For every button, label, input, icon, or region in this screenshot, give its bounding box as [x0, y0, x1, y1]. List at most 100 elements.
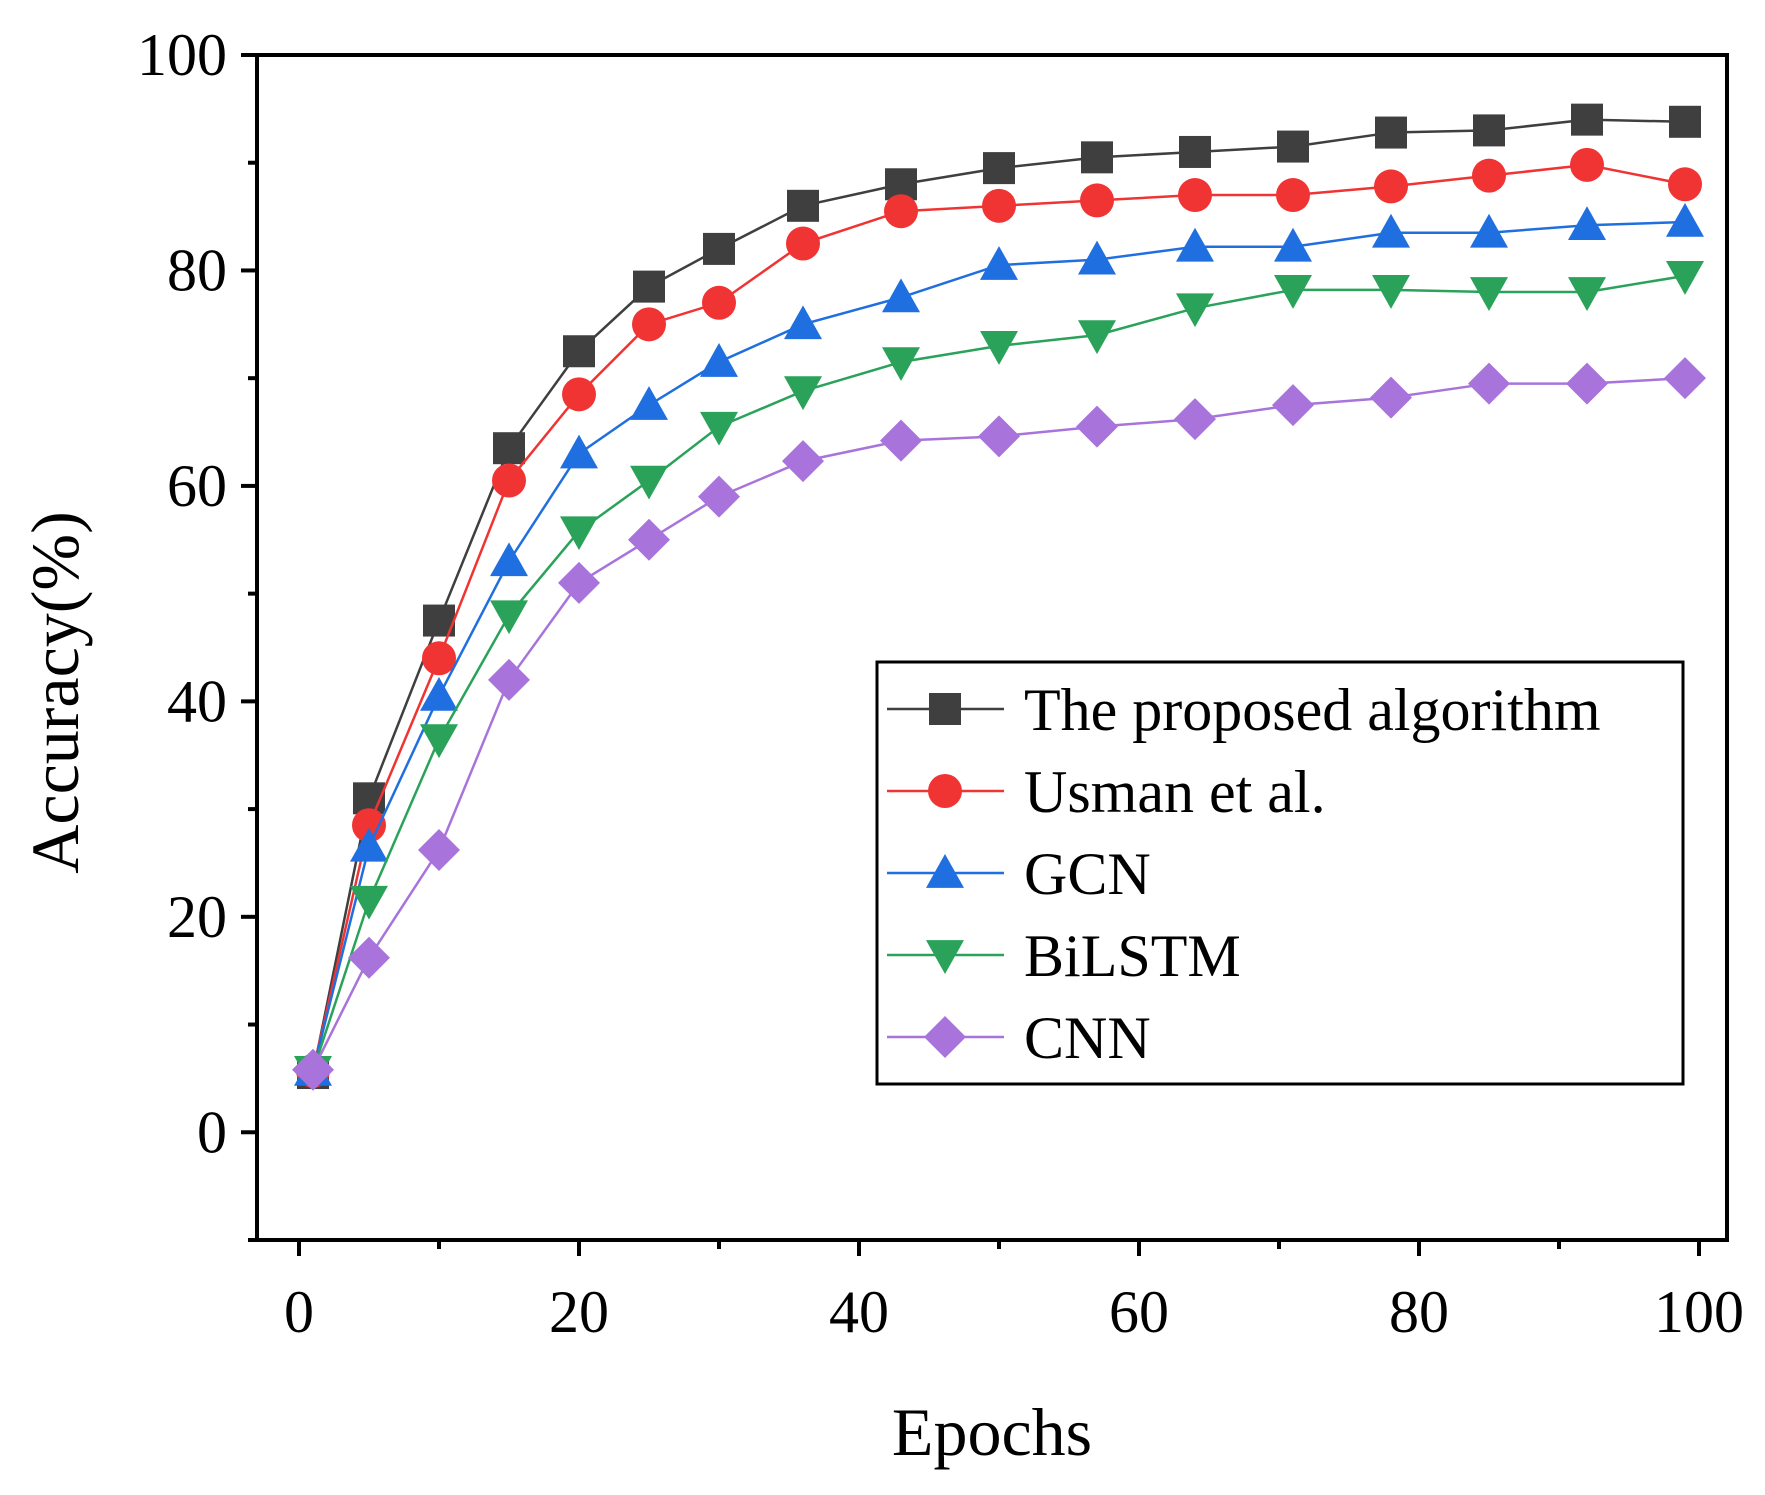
- data-point: [1472, 158, 1506, 193]
- data-point: [787, 189, 819, 222]
- legend-item: The proposed algorithm: [887, 677, 1601, 743]
- legend-label: GCN: [1024, 841, 1151, 907]
- legend-marker: [929, 693, 961, 725]
- data-point: [632, 307, 666, 342]
- legend-label: The proposed algorithm: [1024, 677, 1601, 743]
- data-point: [784, 376, 822, 411]
- data-point: [1179, 135, 1211, 168]
- legend-box: [875, 660, 1685, 1086]
- data-point: [978, 415, 1020, 458]
- data-point: [418, 829, 460, 872]
- legend-marker: [926, 940, 964, 974]
- data-point: [1176, 293, 1214, 328]
- data-point: [1669, 105, 1701, 138]
- data-point: [1370, 376, 1412, 419]
- data-point: [1568, 206, 1606, 241]
- legend-item: GCN: [887, 841, 1151, 907]
- data-point: [1372, 213, 1410, 248]
- data-point: [700, 411, 738, 446]
- data-point: [633, 270, 665, 303]
- legend-item: Usman et al.: [887, 759, 1326, 825]
- data-point: [1668, 167, 1702, 202]
- data-point: [563, 335, 595, 368]
- data-point: [1470, 213, 1508, 248]
- y-tick-label: 0: [197, 1099, 227, 1165]
- data-point: [698, 475, 740, 518]
- data-point: [700, 343, 738, 377]
- data-point: [1174, 398, 1216, 441]
- data-point: [1080, 183, 1114, 218]
- data-point: [1176, 227, 1214, 262]
- data-point: [1473, 114, 1505, 147]
- axes: 0 20 40 60 80 100 0 20 40 60 80 100: [137, 22, 1744, 1345]
- data-point: [884, 194, 918, 229]
- data-point: [350, 827, 388, 862]
- data-point: [1666, 202, 1704, 237]
- data-point: [493, 432, 525, 465]
- series-cnn: [292, 357, 1706, 1091]
- data-point: [628, 518, 670, 561]
- data-point: [980, 331, 1018, 365]
- data-point: [784, 305, 822, 340]
- data-point: [630, 465, 668, 500]
- legend-item: BiLSTM: [887, 923, 1241, 989]
- data-point: [1274, 275, 1312, 309]
- data-point: [420, 724, 458, 759]
- x-tick-label: 20: [549, 1279, 609, 1345]
- data-point: [292, 1048, 334, 1091]
- legend-item: CNN: [887, 1005, 1151, 1071]
- data-point: [1568, 277, 1606, 311]
- legend-label: CNN: [1024, 1005, 1151, 1071]
- x-axis-title: Epochs: [892, 1394, 1092, 1470]
- data-point: [1076, 405, 1118, 448]
- data-point: [1178, 178, 1212, 213]
- data-point: [560, 516, 598, 551]
- data-point: [490, 600, 528, 635]
- legend-marker: [928, 774, 962, 808]
- data-point: [782, 440, 824, 483]
- data-point: [1277, 130, 1309, 163]
- x-tick-label: 60: [1109, 1279, 1169, 1345]
- data-point: [558, 561, 600, 604]
- y-tick-label: 80: [167, 237, 227, 303]
- y-axis-title: Accuracy(%): [17, 511, 93, 873]
- legend-marker: [924, 1016, 966, 1058]
- data-point: [1570, 147, 1604, 182]
- x-tick-label: 100: [1654, 1279, 1744, 1345]
- y-tick-label: 100: [137, 22, 227, 88]
- data-point: [1276, 178, 1310, 213]
- legend-label: Usman et al.: [1024, 759, 1326, 825]
- data-point: [980, 246, 1018, 280]
- data-point: [630, 386, 668, 420]
- data-point: [1566, 362, 1608, 405]
- data-point: [352, 808, 386, 843]
- data-point: [1078, 240, 1116, 275]
- x-tick-label: 80: [1389, 1279, 1449, 1345]
- legend-label: BiLSTM: [1024, 923, 1241, 989]
- y-tick-label: 60: [167, 453, 227, 519]
- data-point: [560, 434, 598, 469]
- series-layer: [292, 103, 1706, 1091]
- data-point: [1078, 320, 1116, 355]
- data-point: [488, 658, 530, 701]
- y-tick-label: 20: [167, 884, 227, 950]
- series-gcn: [294, 202, 1704, 1086]
- data-point: [422, 641, 456, 676]
- legend: The proposed algorithm Usman et al. GCN BiL…: [875, 660, 1685, 1086]
- data-point: [1081, 141, 1113, 174]
- data-point: [348, 936, 390, 979]
- series-the-proposed-algorithm: [297, 103, 1701, 1090]
- data-point: [703, 232, 735, 265]
- data-point: [1468, 362, 1510, 405]
- data-point: [1664, 357, 1706, 400]
- data-point: [882, 278, 920, 313]
- data-point: [1274, 227, 1312, 262]
- data-point: [1571, 103, 1603, 136]
- data-point: [702, 285, 736, 320]
- data-point: [490, 542, 528, 577]
- data-point: [786, 226, 820, 261]
- plot-frame: [255, 53, 1729, 1242]
- x-tick-label: 40: [829, 1279, 889, 1345]
- data-point: [420, 676, 458, 711]
